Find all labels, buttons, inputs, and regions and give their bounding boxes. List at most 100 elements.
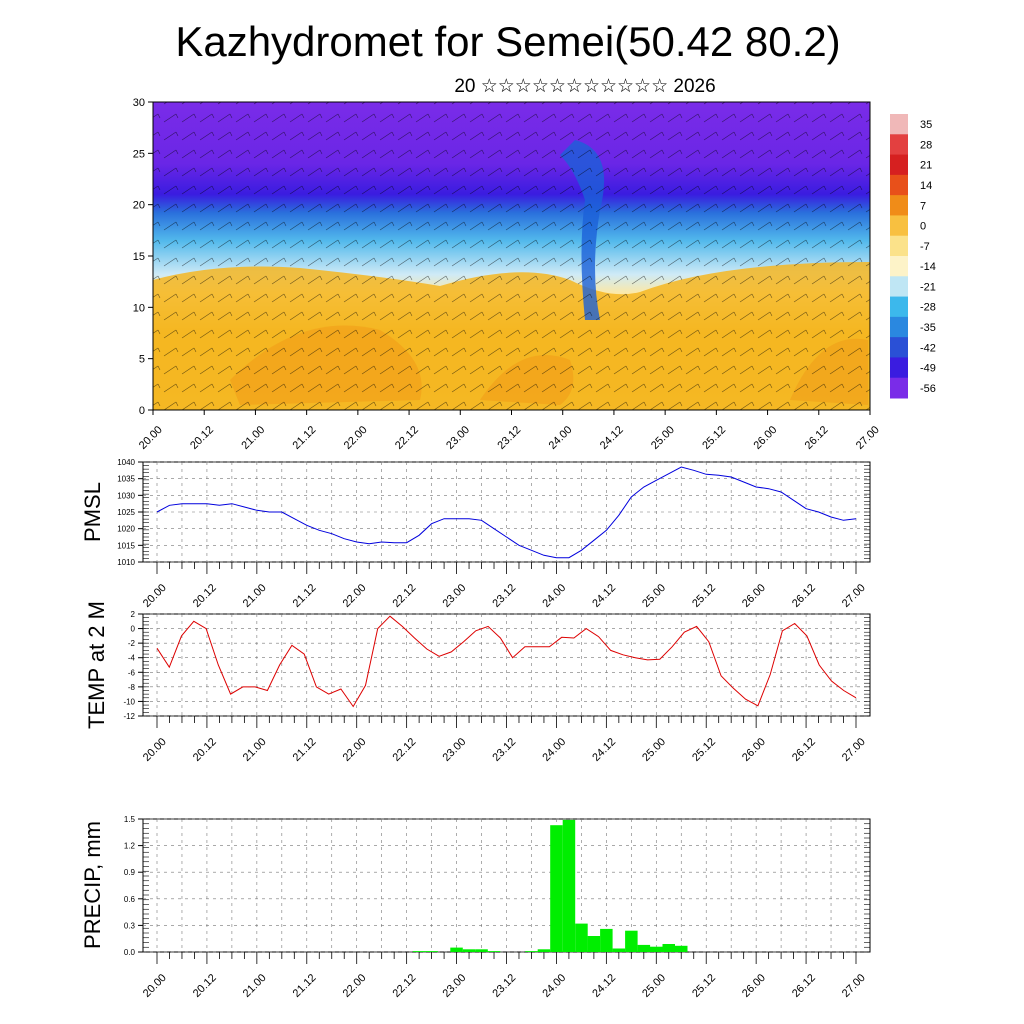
x-tick-label: 26.00 bbox=[740, 582, 768, 610]
x-tick-label: 20.12 bbox=[188, 424, 216, 452]
colorbar-label: 0 bbox=[920, 221, 926, 233]
y-tick-label: 1015 bbox=[117, 541, 135, 550]
y-tick-label: 15 bbox=[133, 251, 145, 263]
colorbar-swatch bbox=[890, 215, 908, 237]
colorbar-label: -49 bbox=[920, 363, 936, 375]
y-tick-label: 25 bbox=[133, 148, 145, 160]
precip-bar bbox=[450, 947, 463, 952]
pmsl-panel: 1010 1015 1020 1025 1030 1035 1040 20.00 20.12 2… bbox=[80, 458, 871, 610]
y-tick-label: -12 bbox=[123, 712, 135, 721]
chart-title: Kazhydromet for Semei(50.42 80.2) bbox=[175, 18, 840, 65]
precip-bar bbox=[587, 936, 601, 952]
precip-bar bbox=[550, 825, 563, 952]
temp-axis-label: TEMP at 2 M bbox=[84, 601, 109, 729]
x-tick-label: 22.00 bbox=[341, 582, 369, 610]
y-tick-label: -2 bbox=[128, 639, 136, 648]
x-tick-label: 23.12 bbox=[490, 972, 518, 1000]
x-tick-label: 25.12 bbox=[690, 582, 718, 610]
x-tick-label: 20.00 bbox=[141, 736, 169, 764]
colorbar-swatch bbox=[890, 296, 908, 318]
x-tick-label: 21.00 bbox=[241, 582, 269, 610]
precip-bar bbox=[525, 951, 538, 952]
x-tick-label: 22.12 bbox=[391, 582, 419, 610]
x-tick-label: 24.00 bbox=[540, 972, 568, 1000]
x-tick-label: 20.00 bbox=[141, 972, 169, 1000]
x-tick-label: 26.12 bbox=[803, 424, 831, 452]
precip-bar bbox=[462, 949, 476, 952]
x-tick-label: 22.00 bbox=[341, 736, 369, 764]
colorbar-swatch bbox=[890, 357, 908, 379]
colorbar-swatch bbox=[890, 114, 908, 135]
x-tick-label: 26.00 bbox=[740, 972, 768, 1000]
x-tick-label: 24.00 bbox=[540, 582, 568, 610]
x-tick-label: 20.00 bbox=[141, 582, 169, 610]
x-tick-label: 25.00 bbox=[640, 582, 668, 610]
x-tick-label: 22.12 bbox=[393, 424, 421, 452]
x-tick-label: 22.12 bbox=[391, 736, 419, 764]
y-tick-label: 0 bbox=[131, 625, 136, 634]
colorbar-swatch bbox=[890, 174, 908, 196]
y-tick-label: 2 bbox=[131, 610, 136, 619]
x-tick-label: 20.12 bbox=[191, 972, 219, 1000]
precip-bar bbox=[600, 928, 613, 952]
precip-bar bbox=[562, 819, 576, 952]
x-tick-label: 22.00 bbox=[341, 972, 369, 1000]
x-tick-label: 21.12 bbox=[291, 424, 319, 452]
x-tick-label: 21.12 bbox=[291, 736, 319, 764]
colorbar-label: -14 bbox=[920, 261, 936, 273]
y-tick-label: 0.9 bbox=[124, 868, 136, 877]
y-tick-label: 1020 bbox=[117, 525, 135, 534]
x-tick-label: 22.00 bbox=[342, 424, 370, 452]
colorbar-swatch bbox=[890, 134, 908, 156]
colorbar-label: -42 bbox=[920, 342, 936, 354]
x-tick-label: 24.12 bbox=[590, 736, 618, 764]
x-tick-label: 25.00 bbox=[649, 424, 677, 452]
precip-bar bbox=[412, 951, 426, 952]
x-tick-label: 20.12 bbox=[191, 736, 219, 764]
x-tick-label: 26.00 bbox=[740, 736, 768, 764]
x-tick-label: 27.00 bbox=[840, 972, 868, 1000]
x-tick-label: 21.00 bbox=[241, 736, 269, 764]
precip-axis-label: PRECIP, mm bbox=[80, 821, 105, 949]
x-tick-label: 24.12 bbox=[598, 424, 626, 452]
x-tick-label: 23.12 bbox=[490, 582, 518, 610]
y-tick-label: 1025 bbox=[117, 508, 135, 517]
barb-field bbox=[153, 102, 870, 410]
precip-bar bbox=[537, 949, 551, 952]
colorbar-label: 7 bbox=[920, 200, 926, 212]
precip-bar bbox=[575, 923, 588, 952]
colorbar-label: 21 bbox=[920, 160, 932, 172]
y-tick-label: 0.6 bbox=[124, 895, 136, 904]
x-tick-label: 23.00 bbox=[440, 972, 468, 1000]
series-line bbox=[156, 466, 857, 559]
colorbar-label: 28 bbox=[920, 139, 932, 151]
y-tick-label: -8 bbox=[128, 683, 136, 692]
x-tick-label: 24.00 bbox=[540, 736, 568, 764]
x-tick-label: 27.00 bbox=[854, 424, 882, 452]
y-tick-label: 5 bbox=[139, 354, 145, 366]
precip-bar bbox=[637, 944, 651, 952]
precip-bar bbox=[612, 948, 626, 952]
colorbar-swatch bbox=[890, 235, 908, 257]
colorbar-swatch bbox=[890, 154, 908, 176]
x-tick-label: 26.12 bbox=[790, 736, 818, 764]
x-tick-label: 25.12 bbox=[700, 424, 728, 452]
colorbar-label: 14 bbox=[920, 180, 932, 192]
x-tick-label: 23.12 bbox=[490, 736, 518, 764]
x-tick-label: 23.00 bbox=[440, 736, 468, 764]
x-tick-label: 21.12 bbox=[291, 582, 319, 610]
y-tick-label: 1030 bbox=[117, 491, 135, 500]
y-tick-label: -10 bbox=[123, 697, 135, 706]
x-tick-label: 25.12 bbox=[690, 736, 718, 764]
colorbar-swatch bbox=[890, 195, 908, 216]
colorbar-label: -28 bbox=[920, 302, 936, 314]
x-tick-label: 21.00 bbox=[241, 972, 269, 1000]
colorbar-label: -35 bbox=[920, 322, 936, 334]
colorbar: 35 28 21 14 7 0 -7 -14 -21 -28 -35 -42 -49 -56 bbox=[890, 114, 936, 399]
y-tick-label: 1.5 bbox=[124, 815, 136, 824]
temp-panel: -12 -10 -8 -6 -4 -2 0 2 20.00 20.12 21.00 21.12 22.… bbox=[84, 601, 871, 764]
x-tick-label: 25.00 bbox=[640, 972, 668, 1000]
x-tick-label: 24.00 bbox=[547, 424, 575, 452]
y-tick-label: 20 bbox=[133, 200, 145, 212]
